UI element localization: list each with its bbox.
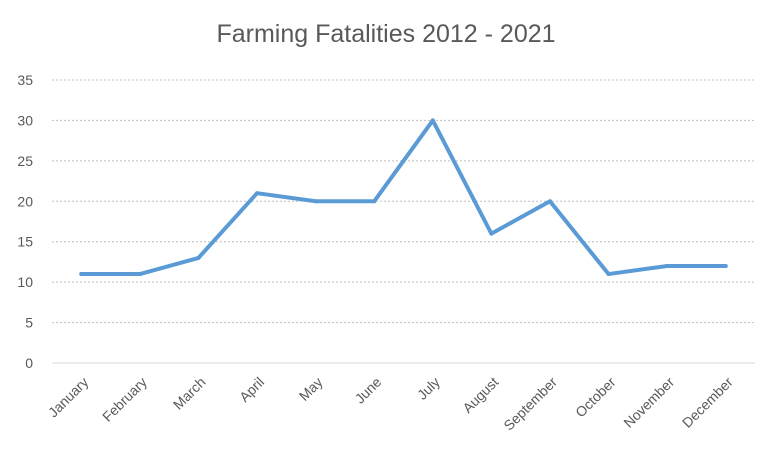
data-point (723, 263, 728, 268)
data-point (489, 231, 494, 236)
x-tick-label: August (459, 374, 501, 416)
x-tick-label: December (679, 374, 736, 431)
x-tick-label: November (620, 374, 677, 431)
y-tick-label: 25 (17, 153, 33, 169)
x-tick-label: September (500, 374, 560, 434)
x-tick-label: April (236, 374, 267, 405)
x-tick-label: May (296, 374, 326, 404)
data-point (547, 199, 552, 204)
data-point (255, 191, 260, 196)
x-tick-label: January (45, 374, 92, 421)
data-point (606, 272, 611, 277)
y-tick-label: 35 (17, 72, 33, 88)
x-tick-label: July (414, 374, 443, 403)
data-point (665, 263, 670, 268)
y-tick-label: 5 (25, 315, 33, 331)
data-point (137, 272, 142, 277)
x-tick-label: February (99, 374, 150, 425)
x-tick-label: March (170, 374, 209, 413)
x-tick-label: June (352, 374, 385, 407)
y-tick-label: 10 (17, 274, 33, 290)
data-point (79, 272, 84, 277)
chart-title: Farming Fatalities 2012 - 2021 (216, 20, 556, 48)
y-tick-label: 20 (17, 193, 33, 209)
data-point (196, 255, 201, 260)
y-tick-label: 30 (17, 112, 33, 128)
data-point (313, 199, 318, 204)
x-tick-label: October (572, 374, 619, 421)
y-tick-label: 0 (25, 355, 33, 371)
data-point (372, 199, 377, 204)
series-line (79, 118, 728, 277)
y-tick-label: 15 (17, 234, 33, 250)
data-point (430, 118, 435, 123)
